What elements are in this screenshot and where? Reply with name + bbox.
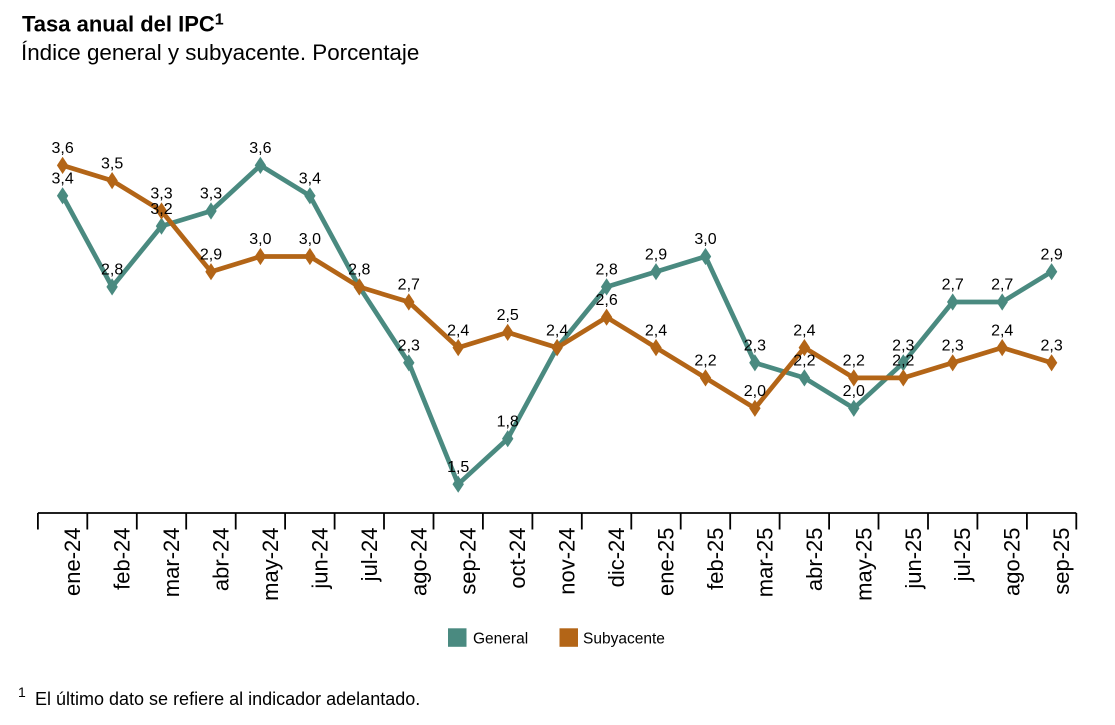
- svg-text:jul-24: jul-24: [357, 528, 382, 583]
- svg-text:2,7: 2,7: [942, 277, 964, 294]
- svg-text:2,9: 2,9: [645, 246, 667, 263]
- svg-text:abr-25: abr-25: [802, 528, 827, 592]
- svg-text:2,2: 2,2: [694, 353, 716, 370]
- svg-text:3,4: 3,4: [299, 171, 321, 188]
- svg-text:ago-24: ago-24: [406, 528, 431, 597]
- svg-text:2,3: 2,3: [942, 338, 964, 355]
- svg-text:jun-24: jun-24: [307, 528, 332, 590]
- svg-text:2,3: 2,3: [744, 338, 766, 355]
- svg-text:ago-25: ago-25: [1000, 528, 1025, 597]
- svg-text:2,0: 2,0: [744, 383, 766, 400]
- svg-text:3,3: 3,3: [150, 186, 172, 203]
- svg-text:3,0: 3,0: [249, 231, 271, 248]
- svg-text:feb-25: feb-25: [703, 528, 728, 590]
- svg-text:2,3: 2,3: [398, 338, 420, 355]
- svg-text:2,2: 2,2: [892, 353, 914, 370]
- svg-text:2,4: 2,4: [645, 322, 667, 339]
- svg-text:2,9: 2,9: [1040, 246, 1062, 263]
- svg-text:2,2: 2,2: [843, 353, 865, 370]
- svg-text:mar-24: mar-24: [159, 528, 184, 598]
- svg-text:3,4: 3,4: [51, 171, 73, 188]
- svg-text:2,4: 2,4: [447, 322, 469, 339]
- svg-text:3,6: 3,6: [249, 140, 271, 157]
- svg-text:3,5: 3,5: [101, 155, 123, 172]
- svg-text:mar-25: mar-25: [752, 528, 777, 598]
- svg-text:2,9: 2,9: [200, 246, 222, 263]
- svg-text:dic-24: dic-24: [604, 528, 629, 588]
- svg-text:1,8: 1,8: [497, 413, 519, 430]
- svg-text:2,2: 2,2: [793, 353, 815, 370]
- svg-text:sep-24: sep-24: [456, 528, 481, 595]
- svg-text:3,0: 3,0: [299, 231, 321, 248]
- svg-text:1: 1: [18, 684, 26, 700]
- svg-text:2,8: 2,8: [101, 262, 123, 279]
- svg-text:abr-24: abr-24: [209, 528, 234, 592]
- svg-text:El último dato se refiere al i: El último dato se refiere al indicador a…: [35, 689, 420, 709]
- svg-text:2,6: 2,6: [595, 292, 617, 309]
- svg-text:General: General: [473, 631, 528, 648]
- svg-text:2,7: 2,7: [991, 277, 1013, 294]
- svg-text:2,8: 2,8: [595, 262, 617, 279]
- svg-text:jun-25: jun-25: [901, 528, 926, 590]
- svg-text:Subyacente: Subyacente: [583, 631, 665, 648]
- svg-text:2,0: 2,0: [843, 383, 865, 400]
- svg-text:2,4: 2,4: [991, 322, 1013, 339]
- svg-text:Índice general y subyacente. P: Índice general y subyacente. Porcentaje: [21, 40, 419, 65]
- svg-text:2,3: 2,3: [1040, 338, 1062, 355]
- svg-text:3,6: 3,6: [51, 140, 73, 157]
- svg-text:nov-24: nov-24: [555, 528, 580, 595]
- svg-text:2,4: 2,4: [546, 322, 568, 339]
- svg-text:2,4: 2,4: [793, 322, 815, 339]
- svg-text:3,0: 3,0: [694, 231, 716, 248]
- svg-text:3,3: 3,3: [200, 186, 222, 203]
- svg-text:2,7: 2,7: [398, 277, 420, 294]
- svg-text:2,8: 2,8: [348, 262, 370, 279]
- svg-text:sep-25: sep-25: [1049, 528, 1074, 595]
- svg-text:ene-24: ene-24: [60, 528, 85, 597]
- svg-text:oct-24: oct-24: [505, 528, 530, 589]
- svg-text:3,2: 3,2: [150, 201, 172, 218]
- svg-text:2,3: 2,3: [892, 338, 914, 355]
- svg-text:may-25: may-25: [851, 528, 876, 601]
- svg-text:jul-25: jul-25: [950, 528, 975, 583]
- svg-text:1,5: 1,5: [447, 459, 469, 476]
- svg-text:feb-24: feb-24: [110, 528, 135, 590]
- svg-text:may-24: may-24: [258, 528, 283, 601]
- svg-text:2,5: 2,5: [497, 307, 519, 324]
- svg-text:Tasa anual del IPC1: Tasa anual del IPC1: [22, 12, 224, 37]
- svg-text:ene-25: ene-25: [654, 528, 679, 597]
